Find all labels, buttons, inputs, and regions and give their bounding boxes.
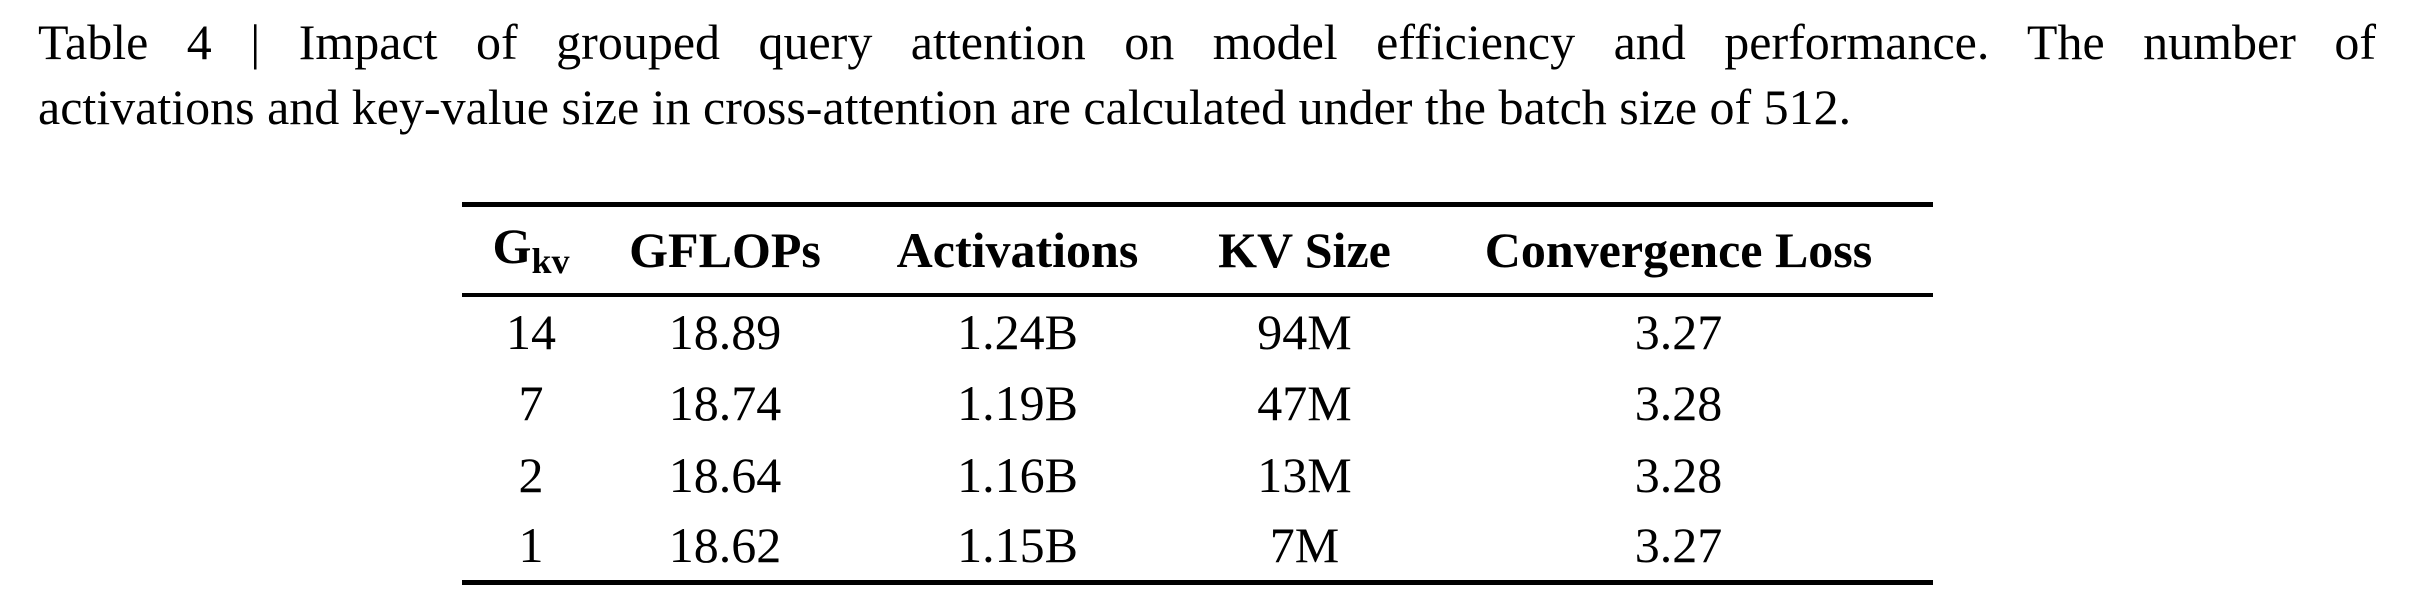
table-cell-gkv: 14 (506, 303, 556, 360)
caption-line-1: Table 4 | Impact of grouped query attent… (38, 14, 2376, 70)
table-cell-gflops: 18.62 (668, 517, 782, 574)
table-caption: Table 4 | Impact of grouped query attent… (38, 10, 2376, 140)
column-header-convergence-loss: Convergence Loss (1484, 221, 1873, 278)
table-cell-gflops: 18.64 (668, 446, 782, 503)
table-row: 2 18.64 1.16B 13M 3.28 (462, 439, 1933, 511)
gkv-subscript: kv (531, 241, 570, 282)
column-header-activations: Activations (896, 221, 1139, 278)
table-cell-gflops: 18.74 (668, 374, 782, 431)
table-cell-activations: 1.15B (957, 517, 1078, 574)
column-header-gkv: Gkv (462, 205, 600, 295)
table-header-row: Gkv GFLOPs Activations KV Size Convergen… (462, 205, 1933, 295)
table-cell-gkv: 1 (518, 517, 544, 574)
column-header-gflops: GFLOPs (629, 221, 821, 278)
table-cell-kv-size: 47M (1257, 374, 1352, 431)
table-cell-kv-size: 13M (1257, 446, 1352, 503)
table-cell-convergence-loss: 3.27 (1634, 517, 1723, 574)
table-cell-activations: 1.19B (957, 374, 1078, 431)
table-cell-kv-size: 7M (1269, 517, 1340, 574)
gkv-symbol: G (492, 218, 532, 275)
table-cell-gkv: 2 (518, 446, 544, 503)
table-cell-convergence-loss: 3.28 (1634, 446, 1723, 503)
table-cell-convergence-loss: 3.27 (1634, 303, 1723, 360)
table-row: 7 18.74 1.19B 47M 3.28 (462, 367, 1933, 439)
table-row: 1 18.62 1.15B 7M 3.27 (462, 511, 1933, 583)
table-cell-gkv: 7 (518, 374, 544, 431)
table-cell-kv-size: 94M (1257, 303, 1352, 360)
column-header-kv-size: KV Size (1218, 221, 1391, 278)
table-cell-convergence-loss: 3.28 (1634, 374, 1723, 431)
results-table: Gkv GFLOPs Activations KV Size Convergen… (462, 202, 1933, 585)
table-cell-activations: 1.16B (957, 446, 1078, 503)
table-header: Gkv GFLOPs Activations KV Size Convergen… (462, 205, 1933, 295)
caption-line-2: activations and key-value size in cross-… (38, 79, 1852, 135)
table-cell-gflops: 18.89 (668, 303, 782, 360)
table-row: 14 18.89 1.24B 94M 3.27 (462, 295, 1933, 367)
table-cell-activations: 1.24B (957, 303, 1078, 360)
table-body: 14 18.89 1.24B 94M 3.27 7 18.74 1.19B 47… (462, 295, 1933, 583)
